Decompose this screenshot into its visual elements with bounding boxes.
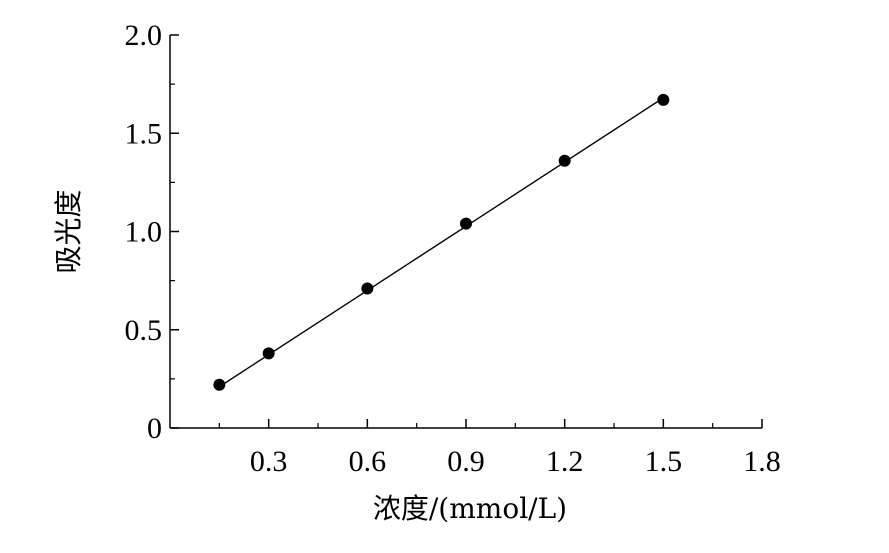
- fit-line-group: [218, 97, 664, 388]
- x-tick-label: 1.2: [546, 445, 584, 478]
- y-tick-label: 0.5: [125, 314, 163, 347]
- data-point: [460, 217, 472, 230]
- x-tick-label: 0.6: [349, 445, 387, 478]
- data-point: [657, 93, 670, 106]
- x-tick-label: 1.8: [743, 445, 781, 478]
- data-point: [262, 347, 275, 360]
- fit-line: [218, 97, 664, 388]
- data-point: [558, 154, 571, 167]
- x-tick-label: 0.3: [250, 445, 288, 478]
- y-tick-label: 1.0: [125, 216, 163, 249]
- axes: 0 0.5 1.0 1.5 2.0 0.3 0.6 0.9 1.2 1.5 1.8: [125, 19, 781, 478]
- data-point: [361, 282, 374, 295]
- x-axis-label: 浓度/(mmol/L): [373, 492, 567, 525]
- data-point: [213, 378, 226, 391]
- data-points: [213, 93, 670, 391]
- x-tick-label: 1.5: [645, 445, 683, 478]
- y-tick-label: 2.0: [125, 19, 163, 52]
- x-tick-label: 0.9: [447, 445, 485, 478]
- y-axis-label: 吸光度: [52, 189, 85, 273]
- y-tick-label: 1.5: [125, 117, 163, 150]
- y-tick-label: 0: [147, 412, 162, 445]
